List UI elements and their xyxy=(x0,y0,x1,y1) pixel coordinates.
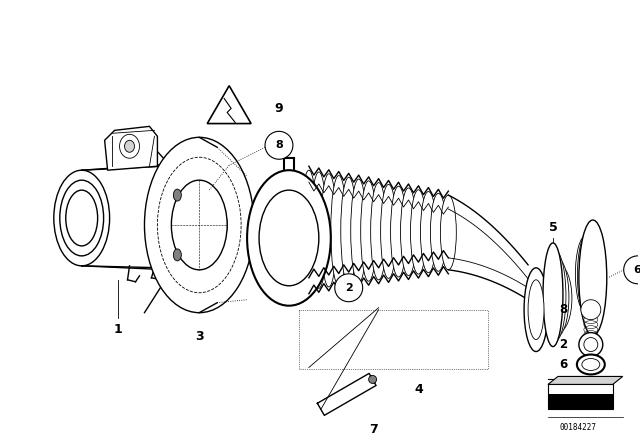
Text: 9: 9 xyxy=(275,102,284,115)
Ellipse shape xyxy=(311,172,327,289)
Text: 1: 1 xyxy=(113,323,122,336)
Text: 6: 6 xyxy=(559,358,567,371)
Ellipse shape xyxy=(247,170,331,306)
Ellipse shape xyxy=(340,177,356,284)
Ellipse shape xyxy=(381,185,397,278)
Ellipse shape xyxy=(173,249,181,261)
Text: 00184227: 00184227 xyxy=(559,423,596,432)
Ellipse shape xyxy=(524,268,548,352)
Ellipse shape xyxy=(579,220,607,336)
Polygon shape xyxy=(548,376,623,384)
FancyBboxPatch shape xyxy=(548,394,612,409)
Ellipse shape xyxy=(331,176,347,285)
Ellipse shape xyxy=(543,250,566,342)
Ellipse shape xyxy=(259,190,319,286)
Circle shape xyxy=(265,131,293,159)
Ellipse shape xyxy=(410,190,426,274)
Circle shape xyxy=(335,274,363,302)
Ellipse shape xyxy=(172,180,227,270)
Ellipse shape xyxy=(582,358,600,370)
Ellipse shape xyxy=(173,189,181,201)
Ellipse shape xyxy=(369,375,376,383)
Text: 7: 7 xyxy=(369,423,378,436)
Text: 2: 2 xyxy=(345,283,353,293)
Ellipse shape xyxy=(321,174,337,287)
Ellipse shape xyxy=(543,243,563,347)
Text: 8: 8 xyxy=(275,140,283,150)
Polygon shape xyxy=(207,86,251,124)
Ellipse shape xyxy=(528,280,544,340)
Ellipse shape xyxy=(545,264,572,332)
Text: 8: 8 xyxy=(559,303,567,316)
Ellipse shape xyxy=(145,138,254,313)
Ellipse shape xyxy=(125,140,134,152)
Ellipse shape xyxy=(544,257,569,337)
Text: 4: 4 xyxy=(414,383,423,396)
Text: 5: 5 xyxy=(548,221,557,234)
Text: 3: 3 xyxy=(195,330,204,343)
Ellipse shape xyxy=(577,354,605,375)
Ellipse shape xyxy=(431,194,446,271)
Ellipse shape xyxy=(351,179,367,283)
Ellipse shape xyxy=(584,338,598,352)
Ellipse shape xyxy=(120,134,140,158)
Ellipse shape xyxy=(390,186,406,277)
Ellipse shape xyxy=(371,183,387,280)
Ellipse shape xyxy=(579,332,603,357)
Ellipse shape xyxy=(401,188,417,276)
Ellipse shape xyxy=(301,170,317,290)
Ellipse shape xyxy=(440,195,456,270)
Text: 6: 6 xyxy=(634,265,640,275)
Ellipse shape xyxy=(420,192,436,273)
Text: 2: 2 xyxy=(559,338,567,351)
Polygon shape xyxy=(104,126,157,170)
Ellipse shape xyxy=(361,181,376,281)
Circle shape xyxy=(624,256,640,284)
Ellipse shape xyxy=(581,300,601,320)
